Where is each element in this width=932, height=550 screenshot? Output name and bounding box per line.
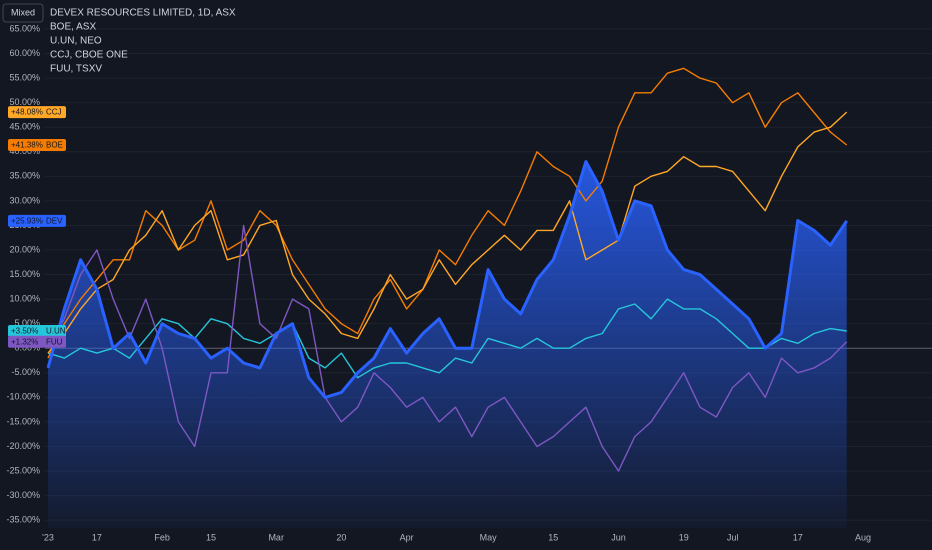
y-tick-label: 10.00% (9, 293, 40, 303)
x-tick-label: Aug (855, 532, 871, 542)
value-tag: +48.08% CCJ (8, 106, 66, 119)
y-tick-label: 40.00% (9, 146, 40, 156)
area (48, 161, 847, 528)
legend-entry: CCJ, CBOE ONE (50, 50, 128, 61)
y-tick-label: 15.00% (9, 269, 40, 279)
y-tick-label: 55.00% (9, 72, 40, 82)
x-tick-label: 17 (92, 532, 102, 542)
value-tag-name: DEV (46, 216, 63, 225)
value-tag-box (8, 214, 66, 227)
y-tick-label: 65.00% (9, 23, 40, 33)
x-tick-label: Jun (611, 532, 626, 542)
value-tag: +1.32% FUU (8, 335, 66, 348)
x-tick-label: 15 (206, 532, 216, 542)
x-tick-label: Jul (727, 532, 739, 542)
x-tick-label: Feb (154, 532, 170, 542)
line (47, 298, 847, 379)
mode-button-box[interactable] (2, 3, 44, 23)
tags: +25.93% DEV +41.38% BOE +3.50% U.UN +48.08% CCJ… (8, 106, 66, 348)
value-tag-label: +3.50% (11, 327, 38, 336)
x-tick-label: May (480, 532, 498, 542)
legend-entry: FUU, TSXV (50, 64, 102, 75)
value-tag-name: BOE (46, 141, 63, 150)
value-tag: +3.50% U.UN (8, 325, 66, 338)
legend: DEVEX RESOURCES LIMITED, 1D, ASX BOE, ASX… (50, 8, 236, 75)
y-tick-label: -10.00% (6, 392, 40, 402)
line (46, 160, 848, 399)
y-tick-label: -20.00% (6, 441, 40, 451)
x-tick-label: 19 (679, 532, 689, 542)
y-tick-label: 20.00% (9, 244, 40, 254)
y-tick-label: -15.00% (6, 416, 40, 426)
legend-entry: BOE, ASX (50, 22, 96, 33)
y-tick-label: -30.00% (6, 490, 40, 500)
y-tick-label: 5.00% (14, 318, 40, 328)
y-tick-label: 50.00% (9, 97, 40, 107)
y-tick-label: 35.00% (9, 171, 40, 181)
mode-button[interactable]: Mixed (2, 3, 44, 23)
value-tag-name: CCJ (46, 108, 62, 117)
value-tag-label: +41.38% (11, 141, 43, 150)
value-tag-label: +25.93% (11, 216, 43, 225)
y-tick-label: -5.00% (11, 367, 40, 377)
value-tag-label: +1.32% (11, 337, 38, 346)
x-tick-label: '23 (42, 532, 54, 542)
plot (46, 67, 848, 528)
value-tag-box (8, 325, 66, 338)
y-tick-label: 60.00% (9, 48, 40, 58)
line (47, 111, 848, 354)
y-tick-label: 30.00% (9, 195, 40, 205)
value-tag-name: FUU (46, 337, 63, 346)
legend-entry: U.UN, NEO (50, 36, 102, 47)
x-tick-label: 20 (336, 532, 346, 542)
mode-button-label[interactable]: Mixed (11, 7, 35, 17)
axes: 65.00% 60.00% 55.00% 50.00% 45.00% 40.00% 35.0… (6, 23, 871, 542)
value-tag: +41.38% BOE (8, 138, 66, 151)
value-tag-box (8, 138, 66, 151)
x-tick-label: Mar (268, 532, 284, 542)
x-tick-label: Apr (400, 532, 414, 542)
legend-entry: DEVEX RESOURCES LIMITED, 1D, ASX (50, 8, 236, 19)
value-tag-box (8, 335, 66, 348)
line (47, 67, 848, 359)
value-tag: +25.93% DEV (8, 214, 66, 227)
x-tick-label: 15 (548, 532, 558, 542)
value-tag-label: +48.08% (11, 108, 43, 117)
line (47, 224, 848, 472)
y-tick-label: -35.00% (6, 515, 40, 525)
value-tag-name: U.UN (46, 327, 66, 336)
x-tick-label: 17 (793, 532, 803, 542)
y-tick-label: 45.00% (9, 122, 40, 132)
y-tick-label: -25.00% (6, 465, 40, 475)
value-tag-box (8, 106, 66, 119)
